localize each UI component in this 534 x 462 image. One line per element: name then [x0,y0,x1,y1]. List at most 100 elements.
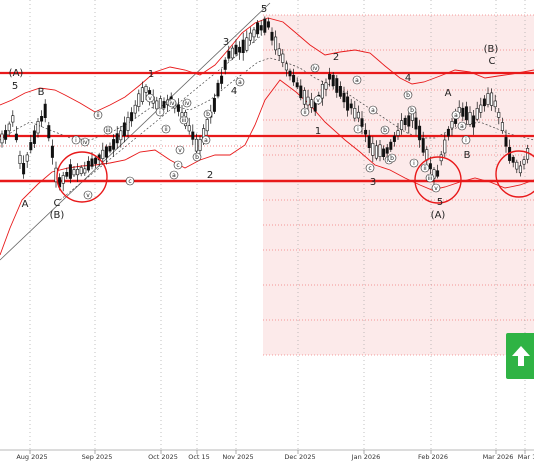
candle-body [353,108,357,119]
candle-body [364,129,368,135]
sub-wave-label: ii [303,109,307,116]
sub-wave-marker [380,125,390,135]
sub-wave-label: a [204,137,208,144]
x-tick-label: Oct 2025 [148,453,178,461]
candle-body [428,163,432,170]
trend-dashed-line [59,34,263,201]
wave-label: 5 [12,81,18,92]
candle-body [385,147,389,154]
candle-body [500,122,504,131]
wave-label: (A) [9,68,24,79]
candle-body [310,99,314,108]
wave-label: (A) [431,210,446,221]
sub-wave-marker [103,125,113,135]
sub-wave-label: a [238,79,242,86]
x-tick-label: Mar 2026 [483,453,514,461]
candle-body [7,123,11,132]
candle-body [284,63,288,71]
sub-wave-label: b [195,154,199,161]
wave-label: 4 [405,73,411,84]
wave-label: B [38,87,45,98]
candle-body [22,163,26,175]
sub-wave-label: a [172,172,176,179]
trend-channel-line [0,2,271,261]
candle-body [378,144,382,158]
candle-body [4,130,8,140]
candle-body [436,170,440,177]
sub-wave-marker [409,158,419,168]
candle-body [18,155,22,165]
candle-body [32,130,36,144]
sub-wave-label: a [371,107,375,114]
sub-wave-marker [403,90,413,100]
candle-body [79,167,83,174]
sub-wave-label: b [206,111,210,118]
candle-body [223,59,227,70]
sub-wave-label: a [454,112,458,119]
candle-body [522,159,526,165]
candle-body [360,118,364,127]
candle-body [461,107,465,117]
sub-wave-label: i [159,109,161,116]
sub-wave-label: v [178,147,182,154]
candle-body [396,130,400,136]
wave-label: (B) [50,210,65,221]
x-tick-label: Aug 2025 [16,453,47,461]
sub-wave-marker [192,152,202,162]
candle-body [115,133,119,144]
candle-body [259,25,263,31]
sub-wave-marker [93,110,103,120]
candle-body [400,120,404,130]
sub-wave-label: b [383,127,387,134]
sub-wave-label: b [390,155,394,162]
candle-body [328,74,332,80]
sub-wave-label: i [465,137,467,144]
sub-wave-marker [175,145,185,155]
candle-body [504,137,508,147]
sub-wave-marker [203,109,213,119]
candle-body [493,100,497,108]
candle-body [36,121,40,134]
sub-wave-marker [80,137,90,147]
candle-body [144,86,148,93]
sub-wave-label: iv [169,100,175,107]
sub-wave-marker [310,63,320,73]
sub-wave-marker [457,121,467,131]
candle-body [126,117,130,131]
candle-body [122,122,126,137]
candle-body [155,100,159,110]
candle-body [212,98,216,112]
sub-wave-label: a [460,123,464,130]
candle-body [94,157,98,164]
candle-body [331,74,335,86]
sub-wave-marker [182,98,192,108]
candle-body [392,135,396,142]
sub-wave-label: ii [96,112,100,119]
candle-body [414,117,418,130]
candle-body [486,93,490,105]
sub-wave-marker [125,176,135,186]
sub-wave-marker [420,163,430,173]
candle-body [299,85,303,99]
candle-body [104,146,108,158]
sub-wave-label: v [434,185,438,192]
candle-body [205,119,209,132]
wave-label: A [22,199,29,210]
wave-label: C [489,56,496,67]
candle-body [0,133,4,144]
candle-body [418,125,422,141]
up-arrow-button[interactable] [506,333,534,379]
sub-wave-label: c [128,178,131,185]
candle-body [252,29,256,38]
candle-body [425,149,429,161]
sub-wave-marker [365,163,375,173]
candle-body [443,139,447,154]
candle-body [349,103,353,109]
candle-body [518,165,522,174]
candle-body [86,160,90,171]
x-tick-label: Dec 2025 [284,453,315,461]
candle-body [176,104,180,112]
sub-wave-label: i [413,160,415,167]
